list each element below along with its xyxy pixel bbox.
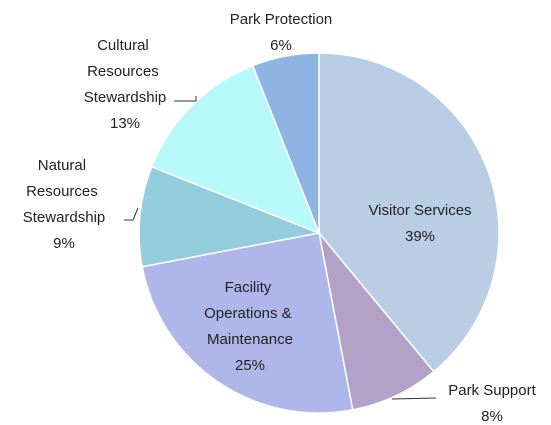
slice-label: Natural Resources Stewardship [23,157,106,226]
label-line: Stewardship [23,209,106,226]
label-line: Resources [26,183,102,200]
label-line: Operations & [204,305,296,322]
label-line: Cultural [97,37,153,54]
value-label: 6% [270,37,292,54]
label-line: Facility [225,279,276,296]
value-label: 9% [53,235,75,252]
value-label: 8% [481,408,503,425]
value-label: 13% [110,115,140,132]
label-line: Natural [38,157,91,174]
label-line: Visitor Services [368,202,471,219]
pie-slice [141,232,354,414]
slice-label: Park Support [448,382,536,399]
pie-slice [318,52,500,373]
value-label: 39% [405,228,435,245]
pie-slice [251,52,320,234]
pie-slice [318,232,435,411]
pie-slice [138,165,322,268]
label-line: Park Support [448,382,536,399]
label-line: Park Protection [230,11,333,28]
pie-slice [150,64,321,235]
label-line: Maintenance [207,331,293,348]
label-line: Resources [87,63,163,80]
slice-label: Cultural Resources Stewardship [84,37,167,106]
slice-label: Visitor Services [368,202,471,219]
leader-line [174,96,197,102]
label-line: Stewardship [84,89,167,106]
leader-line [124,207,139,221]
slice-label: Park Protection [230,11,333,28]
leader-line [391,397,437,400]
value-label: 25% [235,357,265,374]
slice-label: Facility Operations & Maintenance [204,279,296,348]
